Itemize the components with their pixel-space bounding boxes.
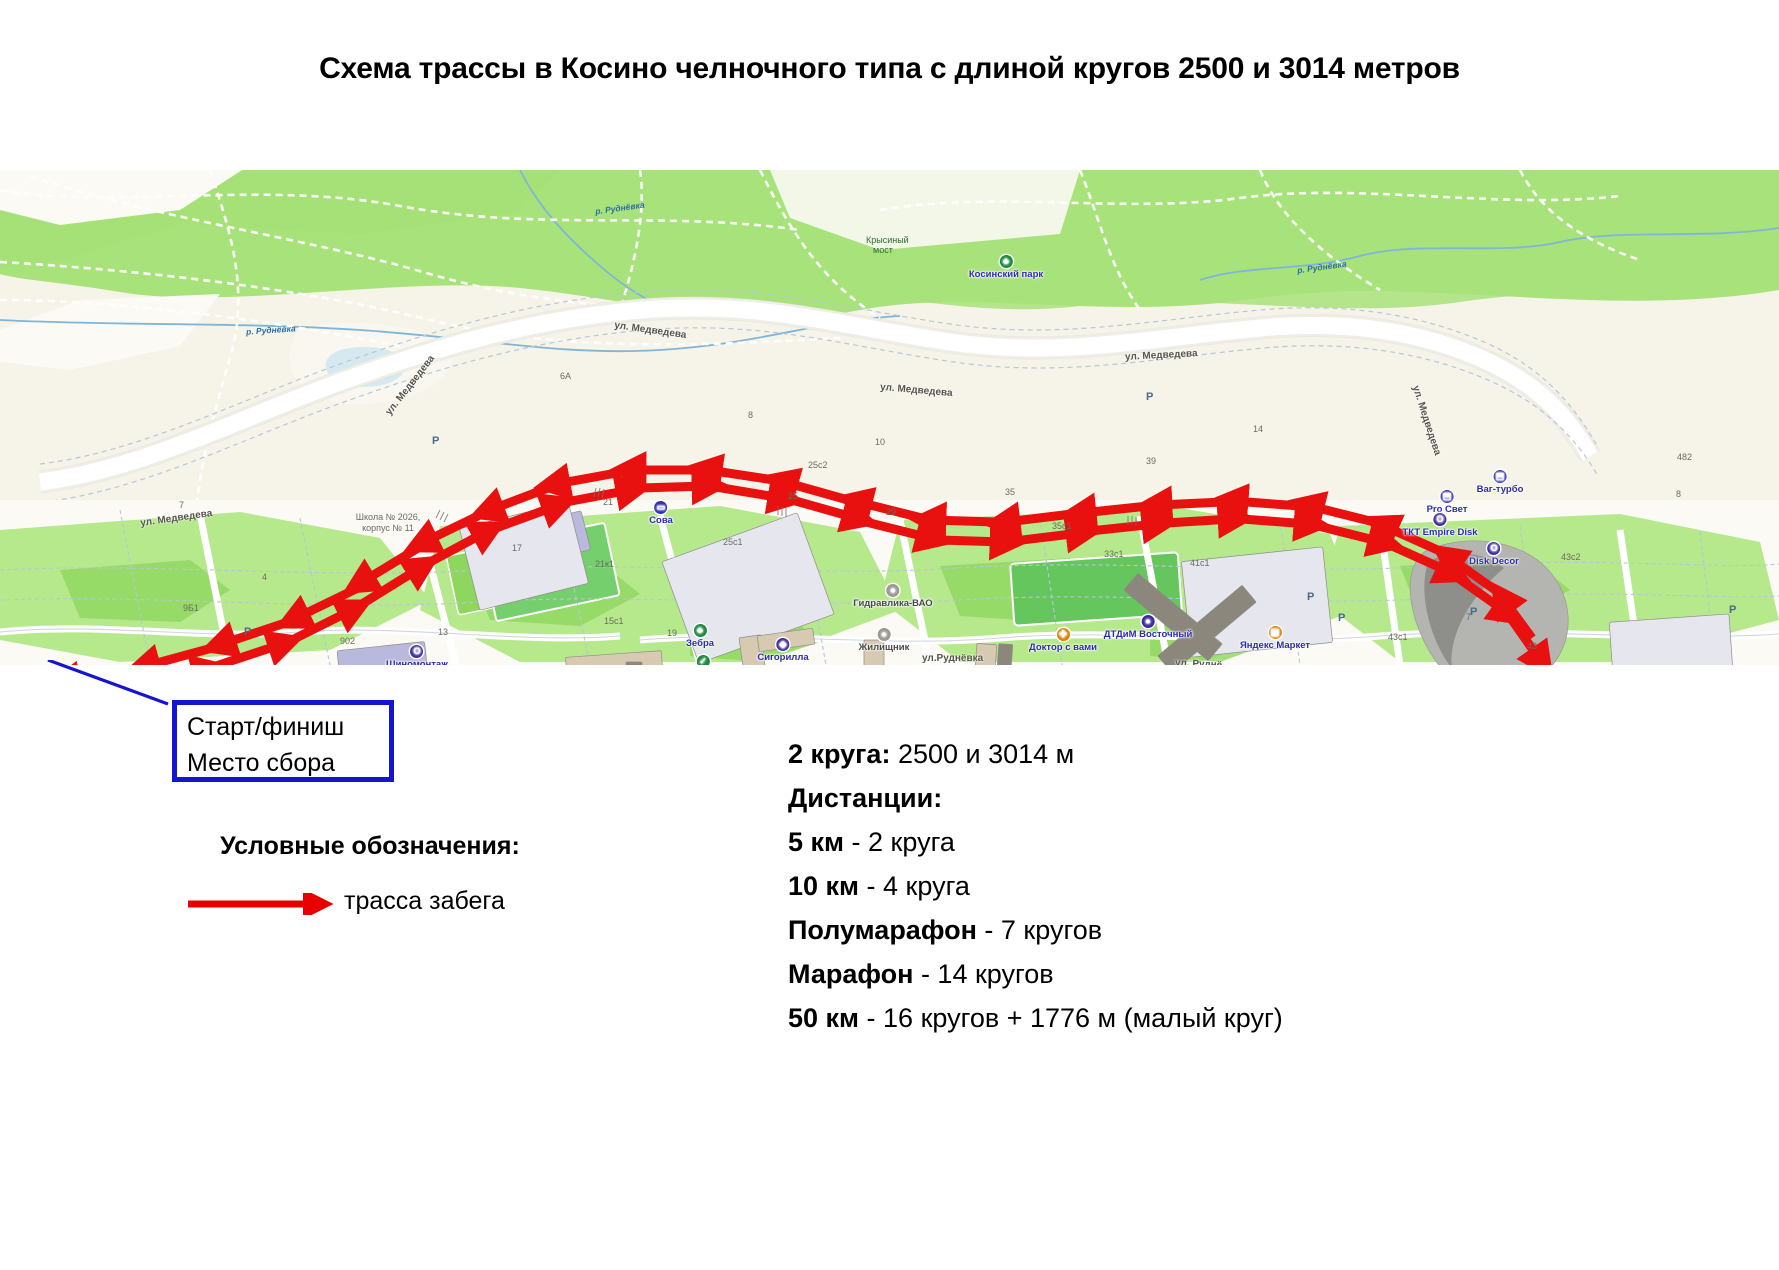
legend-route-label: трасса забега <box>344 887 505 915</box>
distances-heading-text: Дистанции: <box>788 783 943 813</box>
legend: Условные обозначения: трасса забега <box>180 832 620 927</box>
map-canvas <box>0 170 1779 665</box>
route-arrow-icon <box>186 888 336 920</box>
info-laps: 2 круга: 2500 и 3014 м <box>788 732 1688 776</box>
distance-row: Марафон - 14 кругов <box>788 952 1688 996</box>
distance-value: - 7 кругов <box>984 915 1103 945</box>
distance-name: Полумарафон <box>788 915 977 945</box>
distance-row: 10 км - 4 круга <box>788 864 1688 908</box>
page-title: Схема трассы в Косино челночного типа с … <box>319 52 1460 85</box>
distance-value: - 2 круга <box>851 827 955 857</box>
distance-name: 10 км <box>788 871 860 901</box>
info-laps-value: 2500 и 3014 м <box>897 739 1075 769</box>
distance-value: - 14 кругов <box>920 959 1054 989</box>
distance-value: - 16 кругов + 1776 м (малый круг) <box>866 1003 1283 1033</box>
distance-value: - 4 круга <box>866 871 970 901</box>
route-map[interactable]: ул. Медведева ул. Медведева ул. Медведева у… <box>0 170 1779 665</box>
info-distances-heading: Дистанции: <box>788 776 1688 820</box>
distance-name: 50 км <box>788 1003 860 1033</box>
distance-row: 5 км - 2 круга <box>788 820 1688 864</box>
legend-row-route: трасса забега <box>180 887 620 927</box>
distance-name: Марафон <box>788 959 914 989</box>
distance-name: 5 км <box>788 827 845 857</box>
distance-row: Полумарафон - 7 кругов <box>788 908 1688 952</box>
start-finish-callout: Старт/финиш Место сбора <box>172 700 394 782</box>
legend-heading: Условные обозначения: <box>220 832 520 860</box>
distance-row: 50 км - 16 кругов + 1776 м (малый круг) <box>788 996 1688 1040</box>
callout-line-2: Место сбора <box>187 749 336 777</box>
callout-line-1: Старт/финиш <box>187 713 345 741</box>
distances-info: 2 круга: 2500 и 3014 м Дистанции: 5 км -… <box>788 732 1688 1040</box>
info-laps-label: 2 круга: <box>788 739 891 769</box>
